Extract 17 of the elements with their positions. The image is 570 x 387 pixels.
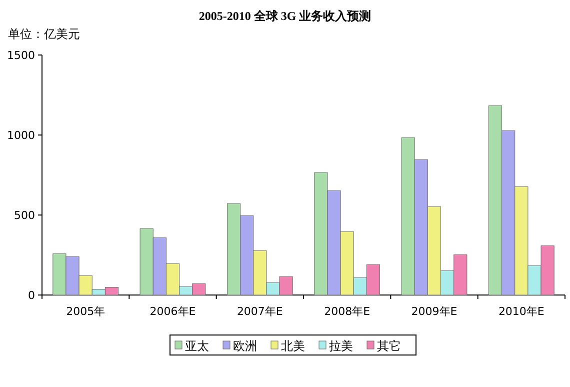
y-tick-label: 0	[28, 289, 35, 302]
legend-label: 其它	[377, 339, 401, 353]
legend-label: 欧洲	[233, 339, 257, 353]
x-tick-label: 2006年E	[150, 305, 196, 318]
x-tick-label: 2009年E	[411, 305, 458, 318]
x-tick-label: 2005年	[66, 305, 106, 318]
legend-label: 北美	[281, 339, 305, 353]
y-tick-label: 1500	[7, 49, 35, 62]
y-tick-label: 1000	[7, 129, 35, 142]
legend-label: 亚太	[185, 339, 209, 353]
chart-title: 2005-2010 全球 3G 业务收入预测	[198, 9, 372, 23]
y-tick-label: 500	[14, 209, 35, 222]
legend-label: 拉美	[329, 339, 353, 353]
x-tick-label: 2007年E	[236, 305, 283, 318]
y-axis-title: 单位：亿美元	[8, 27, 80, 41]
x-tick-label: 2008年E	[324, 305, 370, 318]
x-tick-label: 2010年E	[498, 305, 544, 318]
